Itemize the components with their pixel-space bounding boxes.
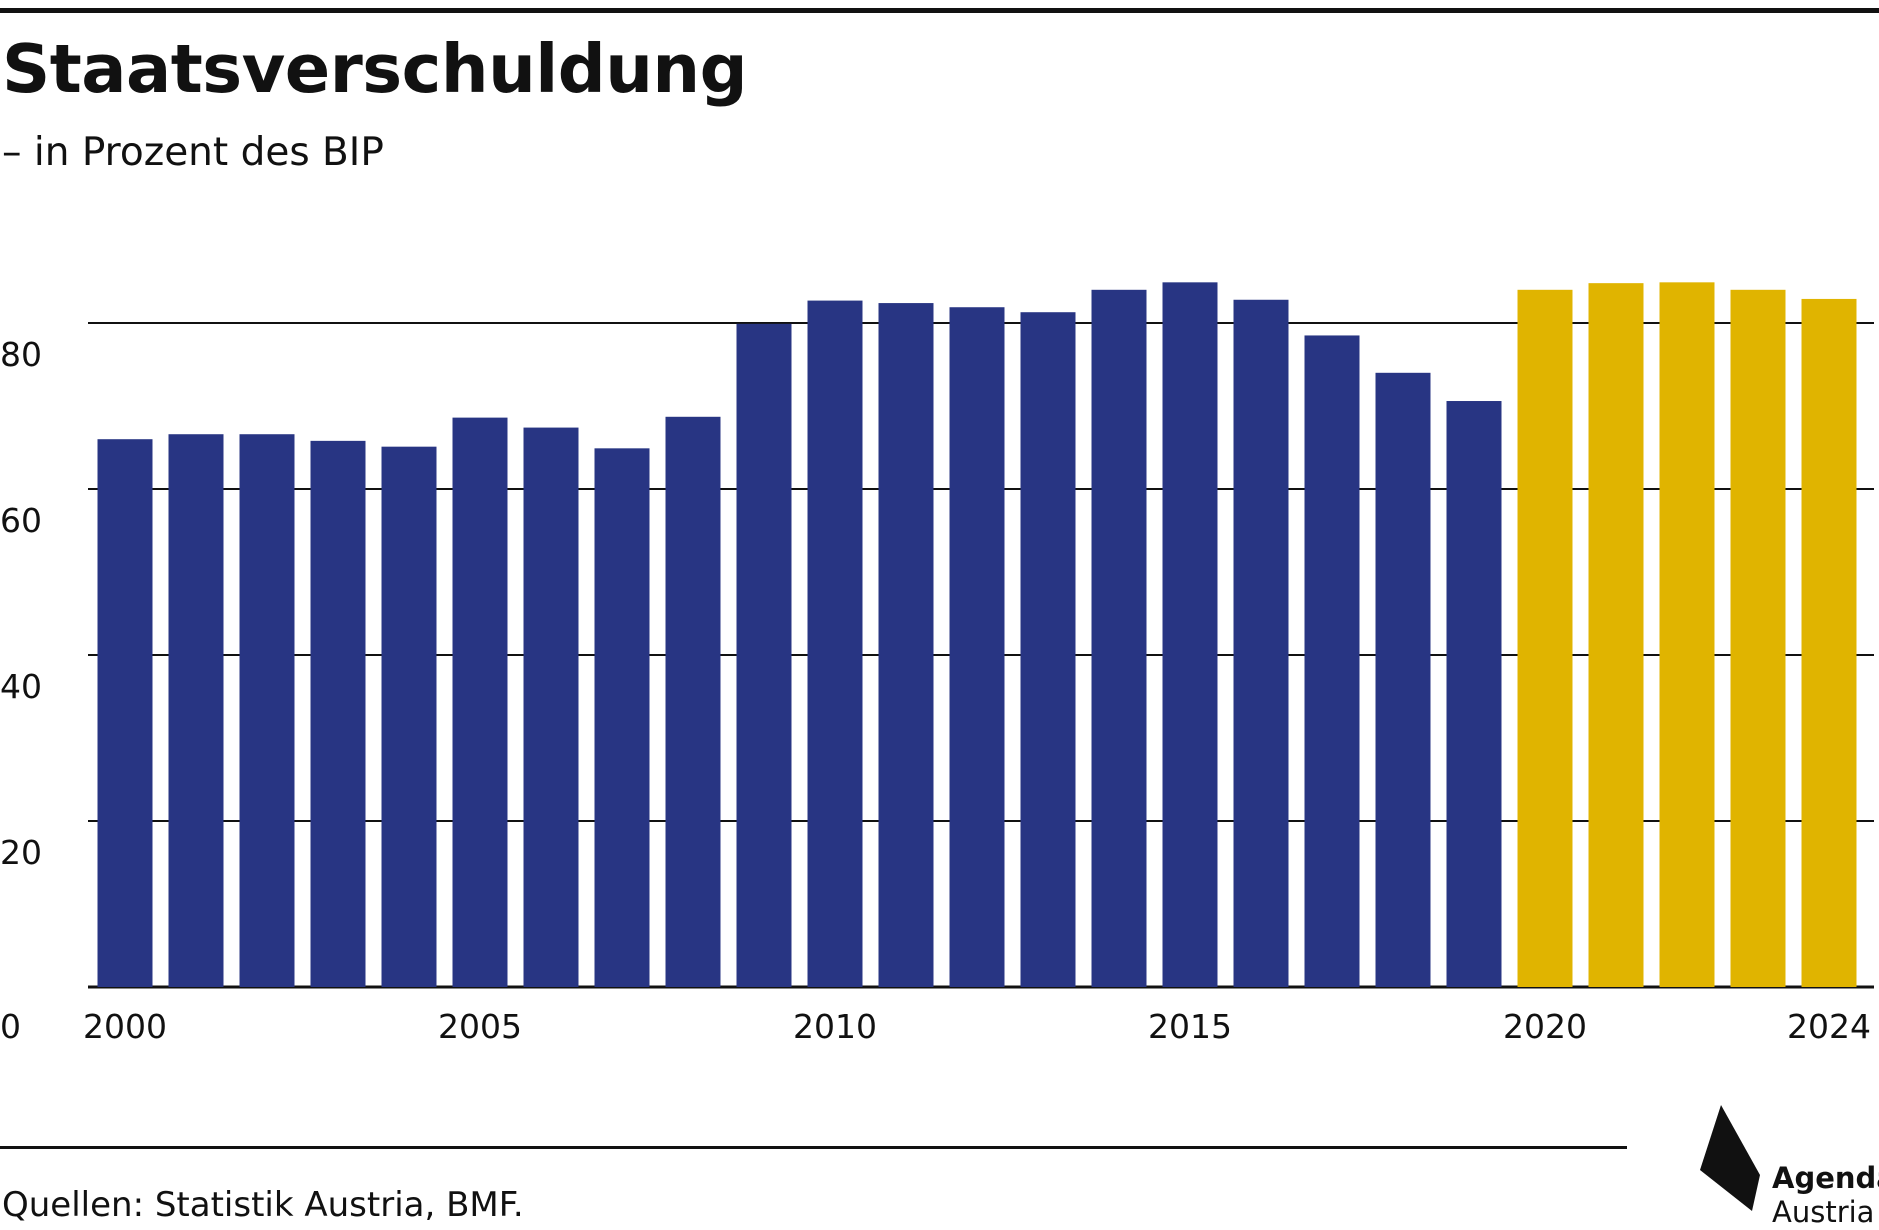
agenda-austria-logo: Agenda Austria	[1700, 1105, 1879, 1230]
x-tick-label: 2010	[793, 1007, 877, 1046]
bars	[97, 282, 1857, 988]
bar-2022	[1659, 282, 1715, 988]
logo-word-austria: Austria	[1772, 1195, 1875, 1229]
bar-2002	[239, 434, 295, 988]
bar-2023	[1730, 289, 1786, 987]
bar-2017	[1304, 335, 1360, 987]
y-tick-label: 40	[0, 667, 42, 706]
bar-2007	[594, 448, 650, 988]
bar-2001	[168, 434, 224, 988]
bar-2019	[1446, 401, 1502, 987]
bar-2011	[878, 303, 934, 988]
y-axis-ticks: 0 20 40 60 80	[0, 335, 42, 1046]
chart-title: Staatsverschuldung	[2, 30, 748, 108]
bar-2012	[949, 307, 1005, 988]
bottom-rule	[0, 1146, 1627, 1149]
bar-2024	[1801, 298, 1857, 987]
bar-2018	[1375, 372, 1431, 987]
y-tick-label: 20	[0, 833, 42, 872]
x-tick-label: 2015	[1148, 1007, 1232, 1046]
top-rule	[0, 8, 1879, 13]
bar-2021	[1588, 283, 1644, 987]
x-tick-label: 2024	[1787, 1007, 1871, 1046]
logo-word-agenda: Agenda	[1772, 1161, 1879, 1195]
bar-2015	[1162, 282, 1218, 988]
bar-2020	[1517, 289, 1573, 987]
bar-2014	[1091, 289, 1147, 987]
bar-2013	[1020, 312, 1076, 988]
y-tick-label: 60	[0, 501, 42, 540]
logo-mark-icon	[1700, 1105, 1760, 1211]
bar-2010	[807, 300, 863, 988]
bar-2003	[310, 440, 366, 987]
bar-2009	[736, 323, 792, 988]
y-tick-label: 80	[0, 335, 42, 374]
bar-chart: 0 20 40 60 80 2000 2005 2010 2015 2020 2024	[0, 282, 1874, 1046]
x-tick-label: 2020	[1503, 1007, 1587, 1046]
x-axis-ticks: 2000 2005 2010 2015 2020 2024	[83, 1007, 1871, 1046]
bar-2005	[452, 417, 508, 987]
bar-2016	[1233, 299, 1289, 987]
bar-2000	[97, 439, 153, 987]
bar-2006	[523, 427, 579, 988]
x-tick-label: 2005	[438, 1007, 522, 1046]
bar-2008	[665, 416, 721, 987]
chart-subtitle: – in Prozent des BIP	[2, 130, 384, 175]
y-tick-label: 0	[0, 1007, 21, 1046]
x-tick-label: 2000	[83, 1007, 167, 1046]
source-note: Quellen: Statistik Austria, BMF.	[2, 1185, 524, 1225]
bar-2004	[381, 446, 437, 987]
